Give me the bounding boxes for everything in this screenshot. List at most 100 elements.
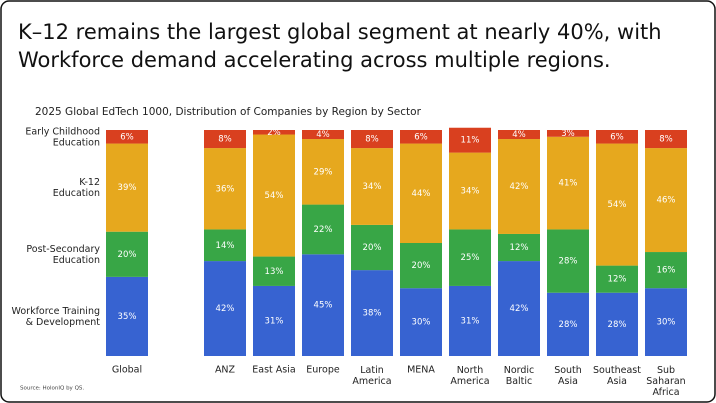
- chart-title: K–12 remains the largest global segment …: [18, 20, 662, 72]
- value-label: 4%: [316, 130, 330, 140]
- bar-segment: [596, 265, 638, 293]
- bar-segment: [253, 285, 295, 356]
- value-label: 29%: [314, 167, 333, 177]
- value-label: 13%: [265, 267, 284, 277]
- x-tick-label: Global: [112, 365, 142, 376]
- value-label: 6%: [610, 132, 624, 142]
- value-label: 46%: [657, 196, 676, 206]
- value-label: 44%: [412, 189, 431, 199]
- bar-segment: [204, 130, 246, 149]
- bar-segment: [253, 134, 295, 257]
- value-label: 20%: [118, 250, 137, 260]
- value-label: 42%: [510, 182, 529, 192]
- x-tick-label: South Asia: [554, 365, 582, 387]
- x-tick-label: Latin America: [352, 365, 391, 387]
- bar-segment: [400, 143, 442, 243]
- value-label: 45%: [314, 301, 333, 311]
- bar-segment: [645, 288, 687, 356]
- bar-segment: [449, 229, 491, 286]
- bar-segment: [204, 261, 246, 356]
- value-label: 8%: [218, 135, 232, 145]
- value-label: 16%: [657, 266, 676, 276]
- bar-segment: [400, 288, 442, 356]
- value-label: 12%: [608, 275, 627, 285]
- bar-segment: [302, 254, 344, 356]
- legend-label: Workforce Training & Development: [12, 305, 101, 327]
- value-label: 41%: [559, 179, 578, 189]
- bar-segment: [253, 130, 295, 135]
- bar-segment: [645, 252, 687, 289]
- value-label: 54%: [608, 200, 627, 210]
- value-label: 4%: [512, 130, 526, 140]
- bar-segment: [351, 130, 393, 149]
- bar-segment: [204, 148, 246, 230]
- value-label: 14%: [216, 241, 235, 251]
- bar-segment: [253, 256, 295, 286]
- legend-label: Post-Secondary Education: [26, 243, 100, 265]
- value-label: 31%: [461, 316, 480, 326]
- value-label: 8%: [659, 135, 673, 145]
- bar-segment: [547, 136, 589, 230]
- x-tick-label: East Asia: [252, 365, 295, 376]
- bar-segment: [498, 130, 540, 140]
- value-label: 30%: [412, 318, 431, 328]
- value-label: 8%: [365, 135, 379, 145]
- bar-segment: [449, 285, 491, 356]
- bar-segment: [645, 148, 687, 253]
- value-label: 20%: [412, 261, 431, 271]
- value-label: 35%: [118, 312, 137, 322]
- bar-segment: [302, 130, 344, 140]
- value-label: 12%: [510, 243, 529, 253]
- bar-segment: [498, 261, 540, 356]
- value-label: 36%: [216, 184, 235, 194]
- bar-segment: [400, 243, 442, 289]
- value-label: 54%: [265, 191, 284, 201]
- bar-segment: [547, 292, 589, 356]
- chart-subtitle: 2025 Global EdTech 1000, Distribution of…: [35, 106, 422, 118]
- bar-segment: [596, 292, 638, 356]
- value-label: 3%: [561, 129, 575, 139]
- bar-segment: [498, 233, 540, 262]
- bar-segment: [302, 139, 344, 205]
- value-label: 38%: [363, 309, 382, 319]
- x-tick-label: North America: [450, 365, 489, 387]
- x-tick-label: Southeast Asia: [593, 365, 641, 387]
- bar-segment: [106, 143, 148, 232]
- bar-segment: [351, 224, 393, 271]
- value-label: 25%: [461, 253, 480, 263]
- bar-segment: [547, 130, 589, 137]
- value-label: 11%: [461, 136, 480, 146]
- bar-segment: [106, 130, 148, 144]
- value-label: 6%: [120, 132, 134, 142]
- value-label: 31%: [265, 316, 284, 326]
- value-label: 2%: [267, 128, 281, 138]
- bar-segment: [400, 130, 442, 144]
- value-label: 34%: [363, 182, 382, 192]
- bar-segment: [302, 204, 344, 255]
- source-note: Source: HolonIQ by QS.: [20, 386, 84, 392]
- x-tick-label: Nordic Baltic: [504, 365, 535, 387]
- value-label: 42%: [216, 304, 235, 314]
- value-label: 28%: [608, 320, 627, 330]
- legend-label: Early Childhood Education: [25, 126, 100, 148]
- value-label: 20%: [363, 243, 382, 253]
- value-label: 42%: [510, 304, 529, 314]
- x-tick-label: MENA: [407, 365, 435, 376]
- bar-segment: [351, 148, 393, 225]
- value-label: 6%: [414, 132, 428, 142]
- x-tick-label: Sub Saharan Africa: [646, 365, 685, 398]
- value-label: 39%: [118, 183, 137, 193]
- x-tick-label: ANZ: [215, 365, 236, 376]
- bar-segment: [645, 130, 687, 149]
- value-label: 28%: [559, 257, 578, 267]
- value-label: 30%: [657, 318, 676, 328]
- value-label: 34%: [461, 187, 480, 197]
- x-tick-label: Europe: [306, 365, 340, 376]
- bar-segment: [449, 127, 491, 153]
- bar-segment: [596, 130, 638, 144]
- bar-segment: [596, 143, 638, 266]
- bar-segment: [204, 229, 246, 262]
- value-label: 28%: [559, 320, 578, 330]
- bar-segment: [547, 229, 589, 293]
